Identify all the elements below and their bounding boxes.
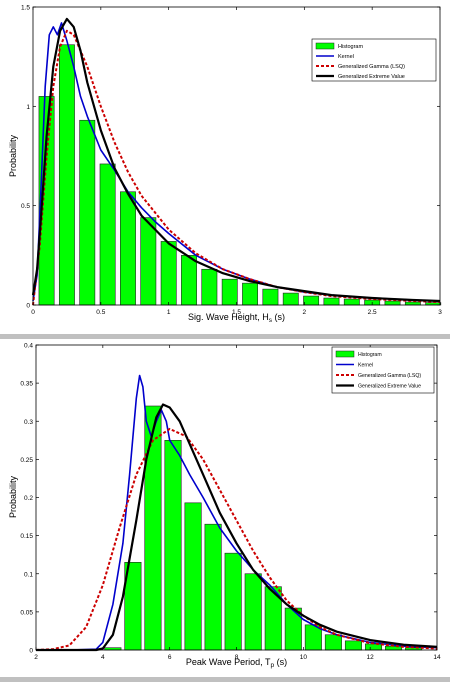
y-tick-label: 1.5 xyxy=(21,5,30,12)
histogram-bar xyxy=(303,295,320,306)
x-tick-label: 1.5 xyxy=(232,309,241,316)
histogram-bar xyxy=(160,241,177,306)
legend-label: Histogram xyxy=(338,44,363,50)
y-tick-label: 0.05 xyxy=(20,609,33,616)
legend-box xyxy=(311,38,437,82)
x-axis-label-main: Peak Wave Period, T xyxy=(186,657,271,667)
x-tick-label: 8 xyxy=(235,654,239,661)
histogram-bar xyxy=(181,255,197,306)
y-tick-label: 0.35 xyxy=(20,381,33,388)
y-axis-label: Probability xyxy=(8,134,18,177)
series-line-generalized-gamma-lsq xyxy=(35,427,438,651)
histogram-bar xyxy=(262,288,279,306)
y-tick-label: 0.1 xyxy=(24,571,33,578)
histogram-bar xyxy=(404,301,421,306)
y-tick-label: 0.25 xyxy=(20,457,33,464)
histogram-bar xyxy=(343,298,360,306)
x-tick-label: 1 xyxy=(167,309,171,316)
y-tick-label: 0.15 xyxy=(20,533,33,540)
x-axis-label-main: Sig. Wave Height, H xyxy=(188,312,269,322)
y-tick-label: 0.5 xyxy=(21,203,30,210)
legend-label: Kernel xyxy=(358,363,373,369)
x-axis-label-subscript: s xyxy=(269,317,273,324)
y-tick-label: 0.4 xyxy=(24,343,33,350)
x-tick-label: 2.5 xyxy=(368,309,377,316)
x-tick-label: 12 xyxy=(367,654,375,661)
x-tick-label: 10 xyxy=(300,654,308,661)
x-axis-label-subscript: p xyxy=(270,662,274,669)
x-tick-label: 3 xyxy=(438,309,442,316)
histogram-bar xyxy=(284,607,302,651)
chart-panel-significant-wave-height: 0 0.5 1 1.5 2 2.5 3 0 0.5 1 1.5 Sig. Wave Height, H… xyxy=(0,0,450,334)
legend-label: Generalized Extreme Value xyxy=(338,74,405,80)
x-tick-label: 14 xyxy=(433,654,441,661)
x-tick-label: 4 xyxy=(101,654,105,661)
histogram-bar xyxy=(58,44,75,306)
legend-label: Generalized Extreme Value xyxy=(358,384,421,390)
x-tick-label: 2 xyxy=(303,309,307,316)
y-tick-label: 0 xyxy=(26,303,30,310)
x-axis-label-unit: (s) xyxy=(274,657,287,667)
x-axis-label: Peak Wave Period, Tp (s) xyxy=(186,657,287,669)
histogram-bar xyxy=(79,119,96,306)
histogram-bar xyxy=(201,268,218,306)
y-tick-label: 0 xyxy=(29,648,33,655)
series-line-generalized-extreme-value xyxy=(31,17,441,303)
histogram-bar xyxy=(344,640,362,651)
series-line-generalized-gamma-lsq xyxy=(32,29,441,306)
legend-label: Generalized Gamma (LSQ) xyxy=(358,373,421,379)
y-tick-label: 0.2 xyxy=(24,495,33,502)
y-tick-label: 1 xyxy=(26,104,30,111)
legend-label: Generalized Gamma (LSQ) xyxy=(338,64,405,70)
histogram-bar xyxy=(282,292,299,306)
histogram-bar xyxy=(384,300,401,306)
legend: Histogram Kernel Generalized Gamma (LSQ) Ge… xyxy=(311,38,437,82)
x-tick-label: 2 xyxy=(34,654,38,661)
histogram-bar xyxy=(324,634,342,651)
x-tick-label: 6 xyxy=(168,654,172,661)
histogram-bar xyxy=(221,278,238,306)
histogram-bar xyxy=(164,440,182,651)
legend-label: Histogram xyxy=(358,352,382,358)
histogram-bar xyxy=(99,163,116,306)
legend-swatch-histogram xyxy=(315,42,335,50)
x-tick-label: 0.5 xyxy=(96,309,105,316)
histogram-bar xyxy=(323,297,340,306)
histogram-bar xyxy=(242,282,258,306)
y-tick-label: 0.3 xyxy=(24,419,33,426)
legend-swatch-histogram xyxy=(335,350,355,358)
x-axis-label-unit: (s) xyxy=(272,312,285,322)
histogram-bar xyxy=(204,523,222,651)
histogram-bar xyxy=(364,643,383,651)
histogram-bar xyxy=(120,191,136,306)
chart-tp-probability: 2 4 6 8 10 12 14 0 0.05 0.1 0.15 0.2 0.25 0.3 0.35 0.4 P… xyxy=(8,343,441,670)
legend-label: Kernel xyxy=(338,54,354,60)
histogram-bar xyxy=(184,502,202,651)
legend: Histogram Kernel Generalized Gamma (LSQ) Ge… xyxy=(331,346,435,394)
series-line-generalized-extreme-value xyxy=(36,403,438,652)
x-axis-label: Sig. Wave Height, Hs (s) xyxy=(188,312,285,324)
panel-separator xyxy=(0,334,450,339)
histogram-bar xyxy=(140,217,157,306)
chart-panel-peak-wave-period: 2 4 6 8 10 12 14 0 0.05 0.1 0.15 0.2 0.25 0.3 0.35 0.4 P… xyxy=(0,339,450,677)
histogram-bar xyxy=(244,573,262,651)
x-tick-label: 0 xyxy=(31,309,35,316)
histogram-bar xyxy=(224,552,242,651)
y-axis-label: Probability xyxy=(8,475,18,518)
